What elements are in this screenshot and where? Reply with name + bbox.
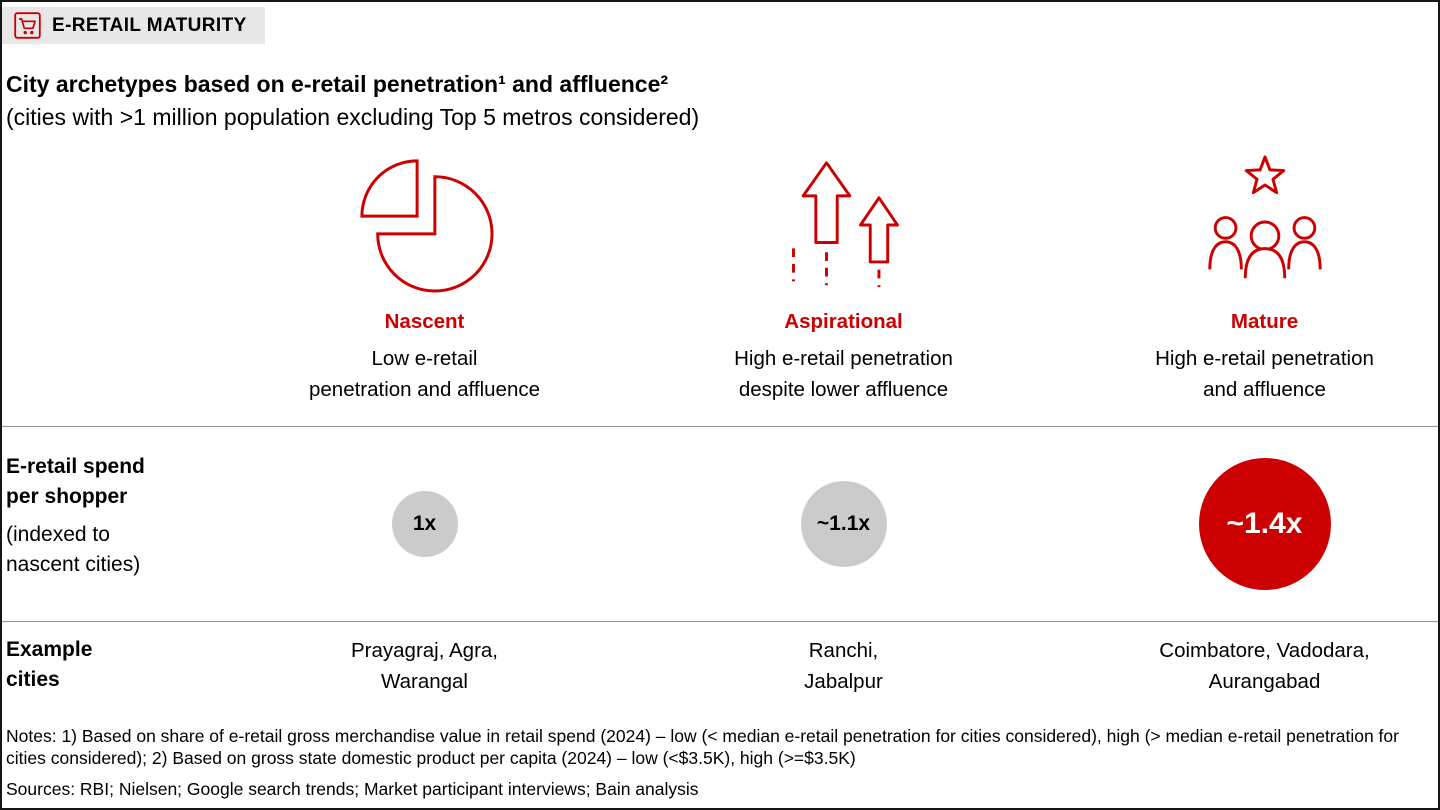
cities-row-label-text: Example cities [6, 638, 93, 691]
spend-row: E-retail spend per shopper (indexed to n… [2, 426, 1438, 621]
cities-cell-nascent: Prayagraj, Agra, Warangal [215, 636, 634, 698]
spend-cell-nascent: 1x [215, 491, 634, 558]
spend-bubble-mature: ~1.4x [1198, 458, 1331, 591]
example-cities-row: Example cities Prayagraj, Agra, Warangal… [2, 621, 1438, 712]
spend-cell-aspirational: ~1.1x [634, 481, 1053, 568]
cities-cell-aspirational: Ranchi, Jabalpur [634, 636, 1053, 698]
kicker-badge: E-RETAIL MATURITY [2, 7, 265, 44]
example-cities-text: Prayagraj, Agra, Warangal [351, 639, 498, 694]
spend-bubble-nascent: 1x [391, 491, 458, 558]
footnotes: Notes: 1) Based on share of e-retail gro… [6, 726, 1399, 769]
rising-arrows-icon [776, 143, 912, 293]
archetype-description: Low e-retail penetration and affluence [308, 346, 540, 401]
archetype-description: High e-retail penetration and affluence [1155, 346, 1374, 401]
spend-row-label-bold: E-retail spend per shopper [6, 455, 145, 508]
kicker-label: E-RETAIL MATURITY [52, 14, 247, 36]
example-cities-text: Coimbatore, Vadodara, Aurangabad [1159, 639, 1370, 694]
archetypes-row-spacer [2, 143, 215, 405]
archetype-name: Mature [1230, 309, 1299, 333]
shopping-cart-icon [14, 12, 41, 39]
spend-value: 1x [412, 512, 437, 536]
spend-value: ~1.4x [1226, 507, 1303, 541]
archetype-column-aspirational: Aspirational High e-retail penetration d… [634, 143, 1053, 405]
spend-row-label-note: (indexed to nascent cities) [6, 522, 141, 576]
spend-value: ~1.1x [816, 512, 871, 536]
people-star-icon [1196, 143, 1334, 293]
archetype-name: Nascent [384, 309, 465, 333]
archetype-description: High e-retail penetration despite lower … [734, 346, 953, 401]
archetype-column-nascent: Nascent Low e-retail penetration and aff… [215, 143, 634, 405]
spend-row-label: E-retail spend per shopper (indexed to n… [2, 427, 215, 579]
example-cities-text: Ranchi, Jabalpur [804, 639, 883, 694]
page-title: City archetypes based on e-retail penetr… [6, 71, 669, 97]
spend-bubble-aspirational: ~1.1x [800, 481, 887, 568]
page-subtitle: (cities with >1 million population exclu… [6, 103, 700, 130]
archetype-name: Aspirational [784, 309, 903, 333]
cities-cell-mature: Coimbatore, Vadodara, Aurangabad [1070, 636, 1438, 698]
pie-chart-icon [356, 143, 494, 293]
sources-line: Sources: RBI; Nielsen; Google search tre… [6, 778, 699, 799]
archetype-column-mature: Mature High e-retail penetration and aff… [1070, 143, 1438, 405]
archetypes-row: Nascent Low e-retail penetration and aff… [2, 143, 1438, 405]
title-block: City archetypes based on e-retail penetr… [6, 70, 1438, 133]
cities-row-label: Example cities [2, 622, 215, 695]
footer: Notes: 1) Based on share of e-retail gro… [6, 725, 1432, 800]
spend-cell-mature: ~1.4x [1070, 458, 1438, 591]
